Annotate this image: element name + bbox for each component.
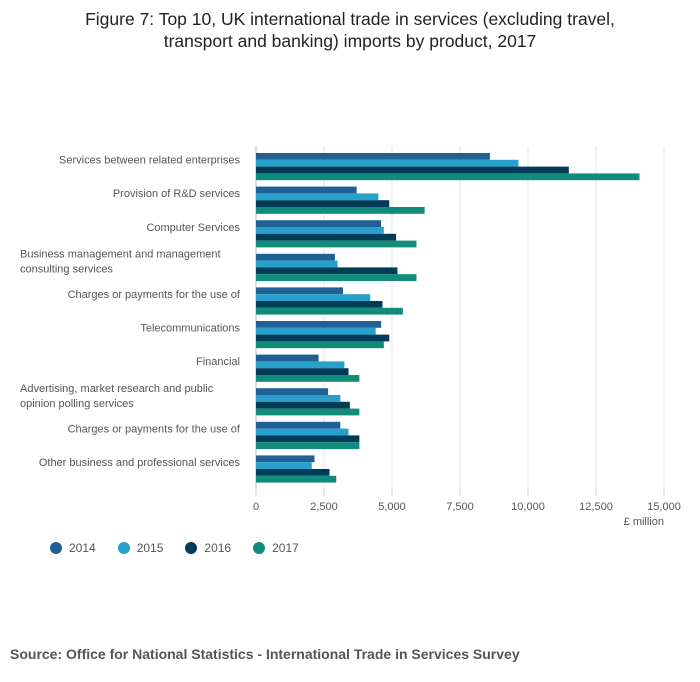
category-label: Advertising, market research and public [20, 383, 214, 395]
category-label: Charges or payments for the use of [68, 423, 241, 435]
x-axis-title: £ million [624, 516, 664, 528]
bar-2014-9 [256, 455, 315, 463]
category-label: Charges or payments for the use of [68, 289, 241, 301]
x-tick-label: 0 [253, 501, 259, 513]
category-label: Other business and professional services [39, 457, 241, 469]
bar-2017-4 [256, 307, 403, 315]
bar-2014-0 [256, 153, 490, 160]
category-label: Telecommunications [140, 323, 240, 335]
bar-2017-0 [256, 173, 640, 181]
x-tick-label: 15,000 [647, 501, 681, 513]
legend-item-2016[interactable]: 2016 [185, 541, 231, 555]
x-tick-label: 2,500 [310, 501, 338, 513]
bar-2017-8 [256, 442, 360, 449]
x-tick-label: 7,500 [446, 501, 474, 513]
bar-marks [256, 153, 640, 483]
bar-2015-4 [256, 294, 371, 301]
bar-2017-1 [256, 207, 425, 214]
bar-2017-7 [256, 408, 360, 416]
source-note: Source: Office for National Statistics -… [10, 646, 520, 662]
bar-chart: Services between related enterprises Prov… [20, 146, 681, 528]
bar-2015-2 [256, 227, 384, 234]
bar-2016-8 [256, 435, 360, 443]
legend-label: 2017 [272, 541, 299, 555]
bar-2017-2 [256, 240, 417, 248]
category-label: Computer Services [146, 222, 240, 234]
bar-2016-2 [256, 233, 397, 241]
bar-2017-3 [256, 274, 417, 281]
category-labels: Services between related enterprises Prov… [20, 155, 241, 469]
bar-2015-8 [256, 428, 349, 436]
bar-2015-1 [256, 193, 379, 201]
legend-swatch [50, 542, 62, 554]
bar-2017-6 [256, 375, 360, 382]
bar-2016-0 [256, 166, 569, 174]
legend: 2014 2015 2016 2017 [50, 541, 299, 555]
bar-2015-7 [256, 395, 341, 402]
category-label: Provision of R&D services [113, 188, 241, 200]
category-label: Financial [196, 356, 240, 368]
legend-label: 2016 [204, 541, 232, 555]
legend-item-2014[interactable]: 2014 [50, 541, 96, 555]
bar-2014-5 [256, 321, 382, 328]
bar-2017-9 [256, 475, 337, 483]
category-label: consulting services [20, 263, 113, 275]
bar-2015-3 [256, 260, 338, 268]
bar-2016-9 [256, 469, 330, 476]
chart-title: Figure 7: Top 10, UK international trade… [20, 8, 680, 52]
legend-label: 2014 [69, 541, 96, 555]
bar-2016-7 [256, 401, 350, 409]
chart-title-line-2: transport and banking) imports by produc… [163, 31, 537, 51]
legend-swatch [253, 542, 266, 554]
bar-2015-9 [256, 462, 312, 469]
x-axis-ticks: 0 2,500 5,000 7,500 10,000 12,500 15,000 [253, 501, 681, 513]
bar-2017-5 [256, 341, 384, 349]
bar-2016-1 [256, 200, 390, 207]
x-tick-label: 12,500 [579, 501, 613, 513]
legend-swatch [117, 542, 130, 554]
x-tick-label: 5,000 [378, 501, 406, 513]
legend-swatch [185, 542, 198, 554]
bar-2016-6 [256, 368, 349, 375]
bar-2014-8 [256, 421, 341, 429]
bar-2016-4 [256, 301, 383, 308]
category-label: Services between related enterprises [59, 155, 240, 167]
category-label: Business management and management [20, 248, 221, 260]
bar-2016-5 [256, 334, 390, 342]
legend-item-2015[interactable]: 2015 [117, 541, 164, 555]
bar-2015-6 [256, 361, 345, 369]
bar-2014-1 [256, 186, 357, 194]
legend-item-2017[interactable]: 2017 [253, 541, 299, 555]
bar-2014-3 [256, 253, 335, 261]
bar-2014-6 [256, 354, 319, 362]
bar-2015-5 [256, 327, 376, 335]
legend-label: 2015 [136, 541, 164, 555]
bar-2014-7 [256, 388, 329, 395]
bar-2015-0 [256, 159, 519, 167]
bar-2014-4 [256, 287, 344, 295]
category-label: opinion polling services [20, 398, 134, 410]
bar-2016-3 [256, 267, 398, 275]
bar-2014-2 [256, 220, 382, 227]
x-tick-label: 10,000 [511, 501, 545, 513]
chart-title-line-1: Figure 7: Top 10, UK international trade… [85, 9, 615, 29]
